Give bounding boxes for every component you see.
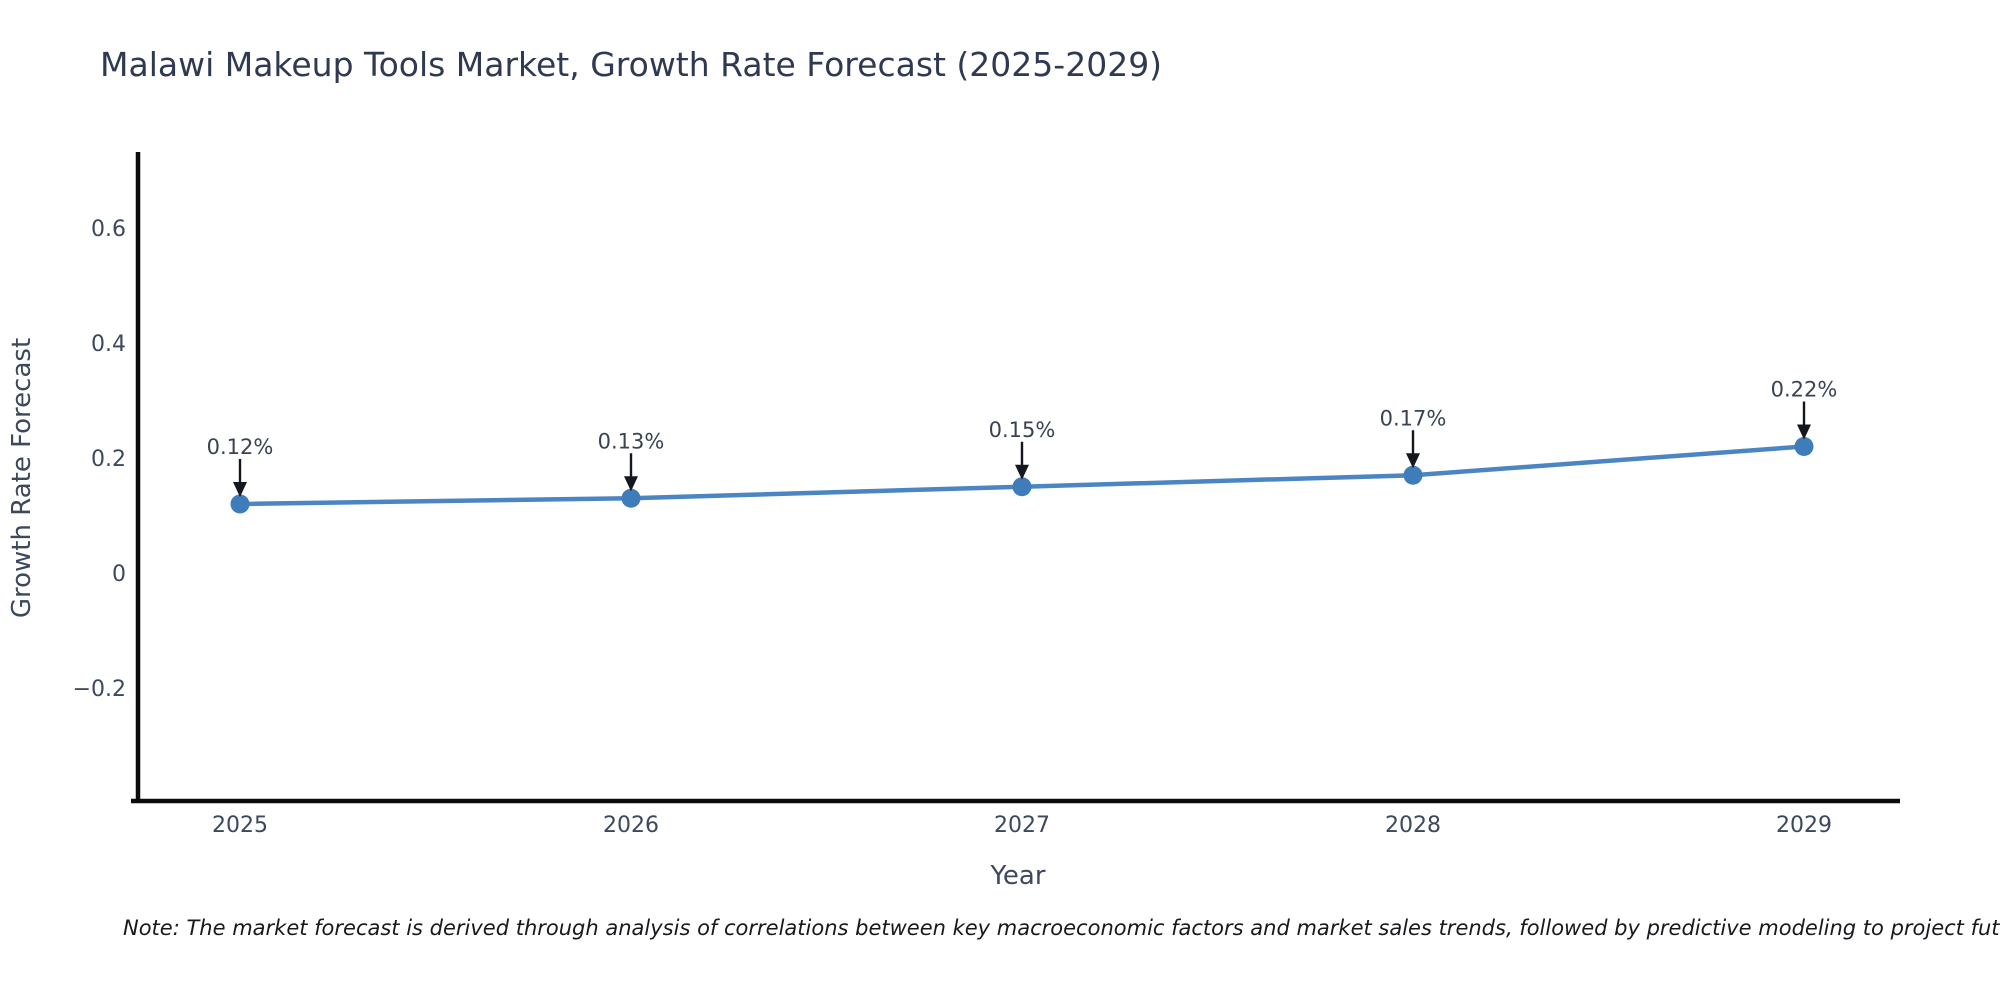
chart-title: Malawi Makeup Tools Market, Growth Rate …	[100, 45, 1163, 84]
y-axis-title: Growth Rate Forecast	[7, 338, 37, 618]
x-tick-label: 2025	[212, 813, 268, 838]
data-point-label: 0.22%	[1771, 378, 1838, 402]
y-tick-label: −0.2	[73, 677, 126, 702]
annotation-arrowhead	[1797, 424, 1811, 440]
annotation-arrowhead	[624, 476, 638, 492]
y-tick-label: 0.6	[91, 217, 126, 242]
data-point-label: 0.15%	[989, 418, 1056, 442]
data-point-marker	[1403, 465, 1423, 485]
data-point-marker	[230, 494, 250, 514]
data-point-marker	[1012, 477, 1032, 497]
x-axis-title: Year	[989, 861, 1045, 891]
y-tick-label: 0.4	[91, 332, 126, 357]
x-tick-label: 2029	[1776, 813, 1832, 838]
x-tick-label: 2027	[994, 813, 1050, 838]
y-tick-label: 0	[112, 562, 126, 587]
annotation-arrowhead	[1015, 464, 1029, 480]
data-point-label: 0.12%	[207, 435, 274, 459]
data-point-marker	[1794, 437, 1814, 456]
data-point-label: 0.17%	[1380, 406, 1447, 430]
footnote-text: Note: The market forecast is derived thr…	[123, 916, 2000, 940]
y-tick-label: 0.2	[91, 447, 126, 472]
data-point-marker	[621, 488, 641, 508]
x-tick-label: 2028	[1385, 813, 1441, 838]
annotation-arrowhead	[233, 482, 247, 497]
annotation-arrowhead	[1406, 453, 1420, 469]
data-point-label: 0.13%	[598, 429, 665, 453]
x-tick-label: 2026	[603, 813, 659, 838]
